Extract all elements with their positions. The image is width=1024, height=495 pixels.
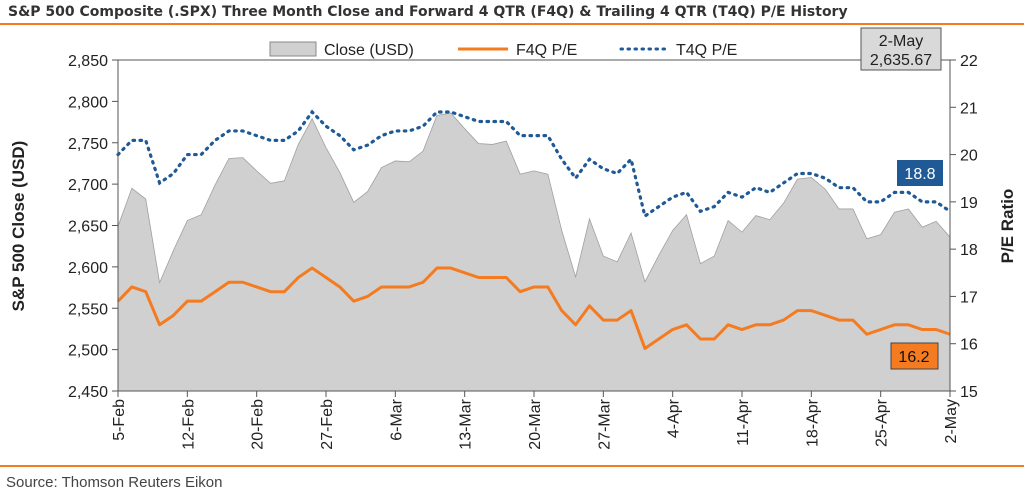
t4q-last-value: 18.8 xyxy=(904,166,935,183)
y-axis-left-label: S&P 500 Close (USD) xyxy=(9,141,28,312)
y-left-tick-label: 2,850 xyxy=(68,53,108,70)
x-tick-label: 6-Mar xyxy=(388,398,405,440)
y-right-tick-label: 17 xyxy=(960,289,978,306)
y-right-tick-label: 15 xyxy=(960,384,978,401)
y-left-tick-label: 2,800 xyxy=(68,94,108,111)
y-left-tick-label: 2,700 xyxy=(68,177,108,194)
legend-label-t4q: T4Q P/E xyxy=(676,42,737,59)
y-axis-right: 15 16 17 18 19 20 21 22 xyxy=(950,53,978,401)
f4q-last-value: 16.2 xyxy=(898,349,929,366)
y-left-tick-label: 2,600 xyxy=(68,260,108,277)
x-tick-label: 18-Apr xyxy=(804,398,821,447)
y-axis-right-label: P/E Ratio xyxy=(998,189,1017,264)
chart-title: S&P 500 Composite (.SPX) Three Month Clo… xyxy=(8,4,848,20)
t4q-last-callout: 18.8 xyxy=(897,160,943,186)
y-right-tick-label: 19 xyxy=(960,195,978,212)
y-left-tick-label: 2,750 xyxy=(68,136,108,153)
x-tick-label: 20-Mar xyxy=(527,398,544,449)
series-t4q-line xyxy=(116,109,952,219)
source-note: Source: Thomson Reuters Eikon xyxy=(6,474,223,491)
y-right-tick-label: 18 xyxy=(960,242,978,259)
x-tick-label: 5-Feb xyxy=(111,399,128,441)
last-close-date: 2-May xyxy=(879,33,923,50)
x-tick-label: 25-Apr xyxy=(874,398,891,447)
y-left-tick-label: 2,550 xyxy=(68,301,108,318)
legend-swatch-close xyxy=(269,41,317,57)
series-close-area xyxy=(117,112,951,392)
x-tick-label: 12-Feb xyxy=(180,399,197,450)
x-tick-label: 4-Apr xyxy=(666,398,683,438)
x-tick-label: 27-Mar xyxy=(596,398,613,449)
y-right-tick-label: 16 xyxy=(960,337,978,354)
y-left-tick-label: 2,500 xyxy=(68,343,108,360)
t4q-last-box xyxy=(897,160,943,186)
f4q-last-callout: 16.2 xyxy=(890,342,939,370)
y-right-tick-label: 20 xyxy=(960,148,978,165)
legend-label-close: Close (USD) xyxy=(324,42,414,59)
last-close-callout: 2-May 2,635.67 xyxy=(860,27,942,71)
x-tick-label: 20-Feb xyxy=(250,399,267,450)
y-left-tick-label: 2,650 xyxy=(68,219,108,236)
y-right-tick-label: 22 xyxy=(960,53,978,70)
last-close-box xyxy=(860,27,942,71)
x-tick-label: 27-Feb xyxy=(319,399,336,450)
x-tick-label: 13-Mar xyxy=(458,398,475,449)
f4q-last-box xyxy=(890,342,939,370)
series-f4q-line xyxy=(116,266,951,350)
plot-area xyxy=(116,109,952,392)
y-right-tick-label: 21 xyxy=(960,100,978,117)
last-close-value: 2,635.67 xyxy=(870,52,932,69)
x-tick-label: 2-May xyxy=(943,399,960,443)
x-axis: 5-Feb 12-Feb 20-Feb 27-Feb 6-Mar 13-Mar 20-Mar… xyxy=(111,391,960,450)
y-axis-left: 2,450 2,500 2,550 2,600 2,650 2,700 2,750 2,800… xyxy=(68,53,118,401)
legend-label-f4q: F4Q P/E xyxy=(516,42,577,59)
y-left-tick-label: 2,450 xyxy=(68,384,108,401)
x-tick-label: 11-Apr xyxy=(735,398,752,446)
legend: Close (USD) F4Q P/E T4Q P/E xyxy=(269,41,737,59)
